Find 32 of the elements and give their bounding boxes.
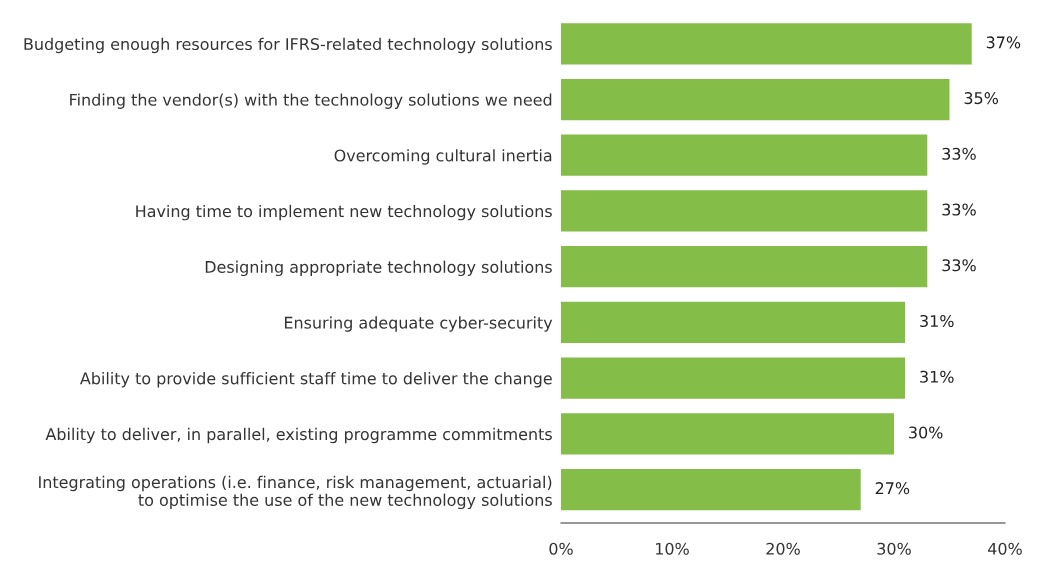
data-label: 30%	[909, 426, 943, 439]
data-label: 35%	[964, 92, 999, 105]
data-label: 31%	[920, 370, 954, 383]
bar	[561, 190, 928, 232]
data-label: 33%	[942, 259, 976, 272]
data-label: 33%	[942, 203, 976, 216]
x-tick-label: 0%	[549, 542, 573, 555]
data-label: 31%	[920, 314, 954, 328]
y-tick-label: Ability to provide sufficient staff time to deliver the change	[80, 372, 552, 388]
x-tick-label: 20%	[766, 542, 800, 555]
bar	[561, 413, 894, 455]
bar	[561, 301, 906, 344]
data-label: 33%	[942, 147, 976, 160]
y-tick-label: Finding the vendor(s) with the technology solutions we need	[70, 93, 552, 109]
y-tick-label: Ensuring adequate cyber-security	[284, 316, 553, 332]
data-label: 27%	[875, 482, 910, 495]
bar	[561, 23, 972, 65]
y-tick-label: Integrating operations (i.e. finance, risk management, actuarial) to optimise the use of the new technology solutions	[39, 475, 552, 510]
bar	[561, 246, 928, 288]
x-tick-label: 30%	[877, 542, 911, 555]
bar	[561, 468, 861, 511]
data-label: 37%	[986, 36, 1021, 49]
y-tick-label: Budgeting enough resources for IFRS-related technology solutions	[24, 37, 552, 54]
bar	[561, 134, 928, 176]
bar	[561, 357, 906, 399]
y-tick-label: Having time to implement new technology solutions	[136, 204, 552, 221]
y-tick-label: Ability to deliver, in parallel, existing programme commitments	[45, 427, 552, 444]
y-tick-label: Overcoming cultural inertia	[334, 149, 552, 165]
y-tick-label: Designing appropriate technology solutions	[205, 260, 552, 277]
bar	[561, 78, 950, 121]
x-tick-label: 40%	[988, 542, 1022, 555]
x-tick-label: 10%	[656, 542, 689, 555]
